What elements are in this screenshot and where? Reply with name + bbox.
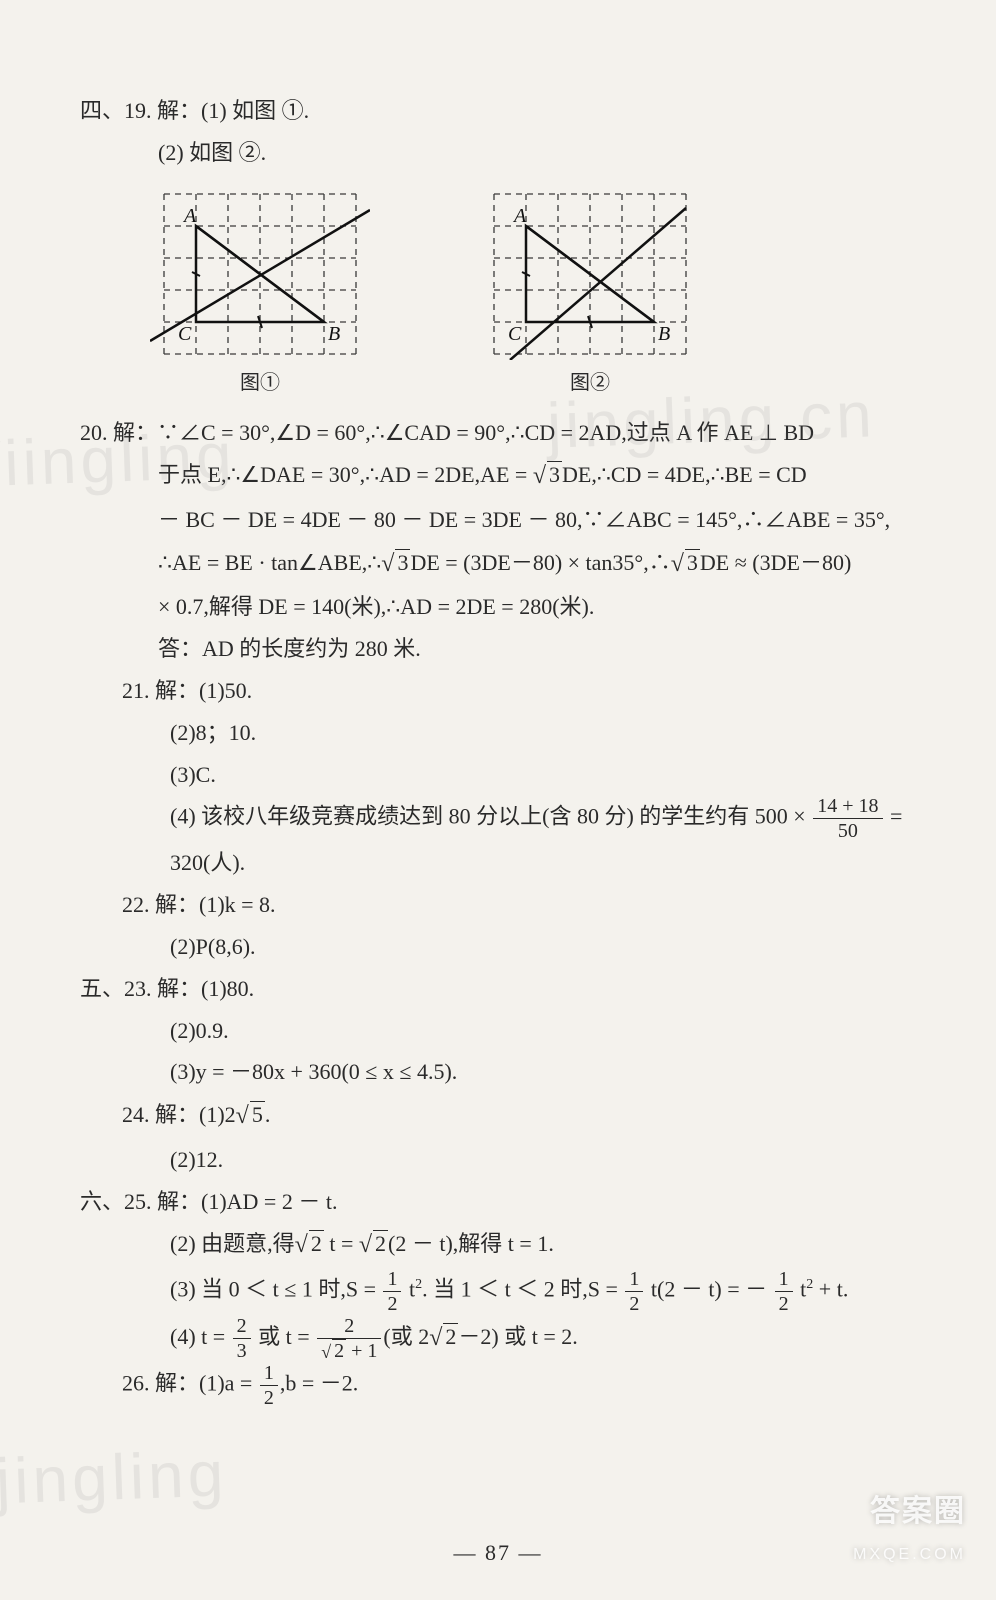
text: + t.: [813, 1276, 848, 1301]
figure-1: A C B 图①: [150, 180, 370, 402]
text: ,b = －2.: [280, 1371, 358, 1396]
q21-l4: (4) 该校八年级竞赛成绩达到 80 分以上(含 80 分) 的学生约有 500…: [40, 795, 956, 842]
text: DE ≈ (3DE－80): [700, 550, 851, 575]
q21-l3: (3)C.: [40, 754, 956, 796]
text: t(2 － t) = －: [645, 1276, 772, 1301]
q20-l1: 20. 解：∵∠C = 30°,∠D = 60°,∴∠CAD = 90°,∴CD…: [40, 412, 956, 454]
sqrt2: 2: [309, 1230, 324, 1256]
text: 于点 E,∴∠DAE = 30°,∴AD = 2DE,AE =: [158, 462, 533, 487]
q24-l2: (2)12.: [40, 1139, 956, 1181]
svg-text:A: A: [182, 205, 197, 227]
text: (3) 当 0 ＜ t ≤ 1 时,S =: [170, 1276, 381, 1301]
text: t: [403, 1276, 415, 1301]
text: .: [265, 1102, 271, 1127]
fraction-half: 12: [260, 1362, 278, 1409]
q20-l2: 于点 E,∴∠DAE = 30°,∴AD = 2DE,AE = √3DE,∴CD…: [40, 453, 956, 499]
fig2-caption: 图②: [480, 364, 700, 402]
text: t =: [324, 1231, 359, 1256]
fraction-half: 12: [775, 1268, 793, 1315]
q25-l4: (4) t = 23 或 t = 2√2 + 1(或 2√2－2) 或 t = …: [40, 1315, 956, 1362]
fig1-caption: 图①: [150, 364, 370, 402]
figure-2: A C B 图②: [480, 180, 700, 402]
sqrt3: 3: [547, 461, 562, 487]
text: －2) 或 t = 2.: [458, 1324, 577, 1349]
text: (4) 该校八年级竞赛成绩达到 80 分以上(含 80 分) 的学生约有 500…: [170, 804, 806, 829]
sqrt3: 3: [685, 549, 700, 575]
text: (2 － t),解得 t = 1.: [388, 1231, 554, 1256]
page: Yiingling jingling.cn yjingling 四、19. 解：…: [0, 0, 996, 1600]
fraction-23: 23: [233, 1315, 251, 1362]
q23-l3: (3)y = －80x + 360(0 ≤ x ≤ 4.5).: [40, 1051, 956, 1093]
text: 或 t =: [253, 1324, 316, 1349]
text: . 当 1 ＜ t ＜ 2 时,S =: [422, 1276, 623, 1301]
q22-l2: (2)P(8,6).: [40, 926, 956, 968]
q25-l2: (2) 由题意,得√2 t = √2(2 － t),解得 t = 1.: [40, 1222, 956, 1268]
svg-text:B: B: [328, 323, 340, 345]
q20-l6: 答：AD 的长度约为 280 米.: [40, 628, 956, 670]
text: t: [795, 1276, 807, 1301]
fraction: 14 + 1850: [813, 795, 882, 842]
text: DE = (3DE－80) × tan35°,∴: [410, 550, 670, 575]
q22-l1: 22. 解：(1)k = 8.: [40, 884, 956, 926]
text: (4) t =: [170, 1324, 231, 1349]
svg-text:C: C: [178, 323, 192, 345]
q21-l1: 21. 解：(1)50.: [40, 670, 956, 712]
text: (或 2: [383, 1324, 429, 1349]
svg-text:B: B: [658, 323, 670, 345]
q26-l1: 26. 解：(1)a = 12,b = －2.: [40, 1362, 956, 1409]
text: DE,∴CD = 4DE,∴BE = CD: [562, 462, 807, 487]
q23-l1: 五、23. 解：(1)80.: [40, 968, 956, 1010]
page-number: — 87 —: [0, 1532, 996, 1574]
q20-l5: × 0.7,解得 DE = 140(米),∴AD = 2DE = 280(米).: [40, 586, 956, 628]
watermark: yjingling: [0, 1414, 229, 1545]
text: 26. 解：(1)a =: [122, 1371, 258, 1396]
text: (2) 由题意,得: [170, 1231, 295, 1256]
q23-l2: (2)0.9.: [40, 1010, 956, 1052]
q19-line1: 四、19. 解：(1) 如图 ①.: [40, 90, 956, 132]
fraction-half: 12: [625, 1268, 643, 1315]
sqrt2: 2: [373, 1230, 388, 1256]
sqrt5: 5: [250, 1101, 265, 1127]
q19-line2: (2) 如图 ②.: [40, 132, 956, 174]
q21-l2: (2)8；10.: [40, 712, 956, 754]
q20-l3: － BC － DE = 4DE － 80 － DE = 3DE － 80,∵∠A…: [40, 499, 956, 541]
svg-text:C: C: [508, 323, 522, 345]
figures: A C B 图①: [40, 180, 956, 402]
text: =: [890, 804, 902, 829]
sqrt3: 3: [395, 549, 410, 575]
q25-l1: 六、25. 解：(1)AD = 2 － t.: [40, 1181, 956, 1223]
svg-text:A: A: [512, 205, 527, 227]
text: 24. 解：(1)2: [122, 1102, 236, 1127]
fraction-half: 12: [383, 1268, 401, 1315]
q21-l5: 320(人).: [40, 842, 956, 884]
q20-l4: ∴AE = BE · tan∠ABE,∴√3DE = (3DE－80) × ta…: [40, 541, 956, 587]
text: ∴AE = BE · tan∠ABE,∴: [158, 550, 381, 575]
fraction-big: 2√2 + 1: [317, 1315, 381, 1362]
sqrt2: 2: [443, 1323, 458, 1349]
brand-title: 答案圈: [853, 1483, 966, 1540]
q24-l1: 24. 解：(1)2√5.: [40, 1093, 956, 1139]
q25-l3: (3) 当 0 ＜ t ≤ 1 时,S = 12 t2. 当 1 ＜ t ＜ 2…: [40, 1268, 956, 1315]
